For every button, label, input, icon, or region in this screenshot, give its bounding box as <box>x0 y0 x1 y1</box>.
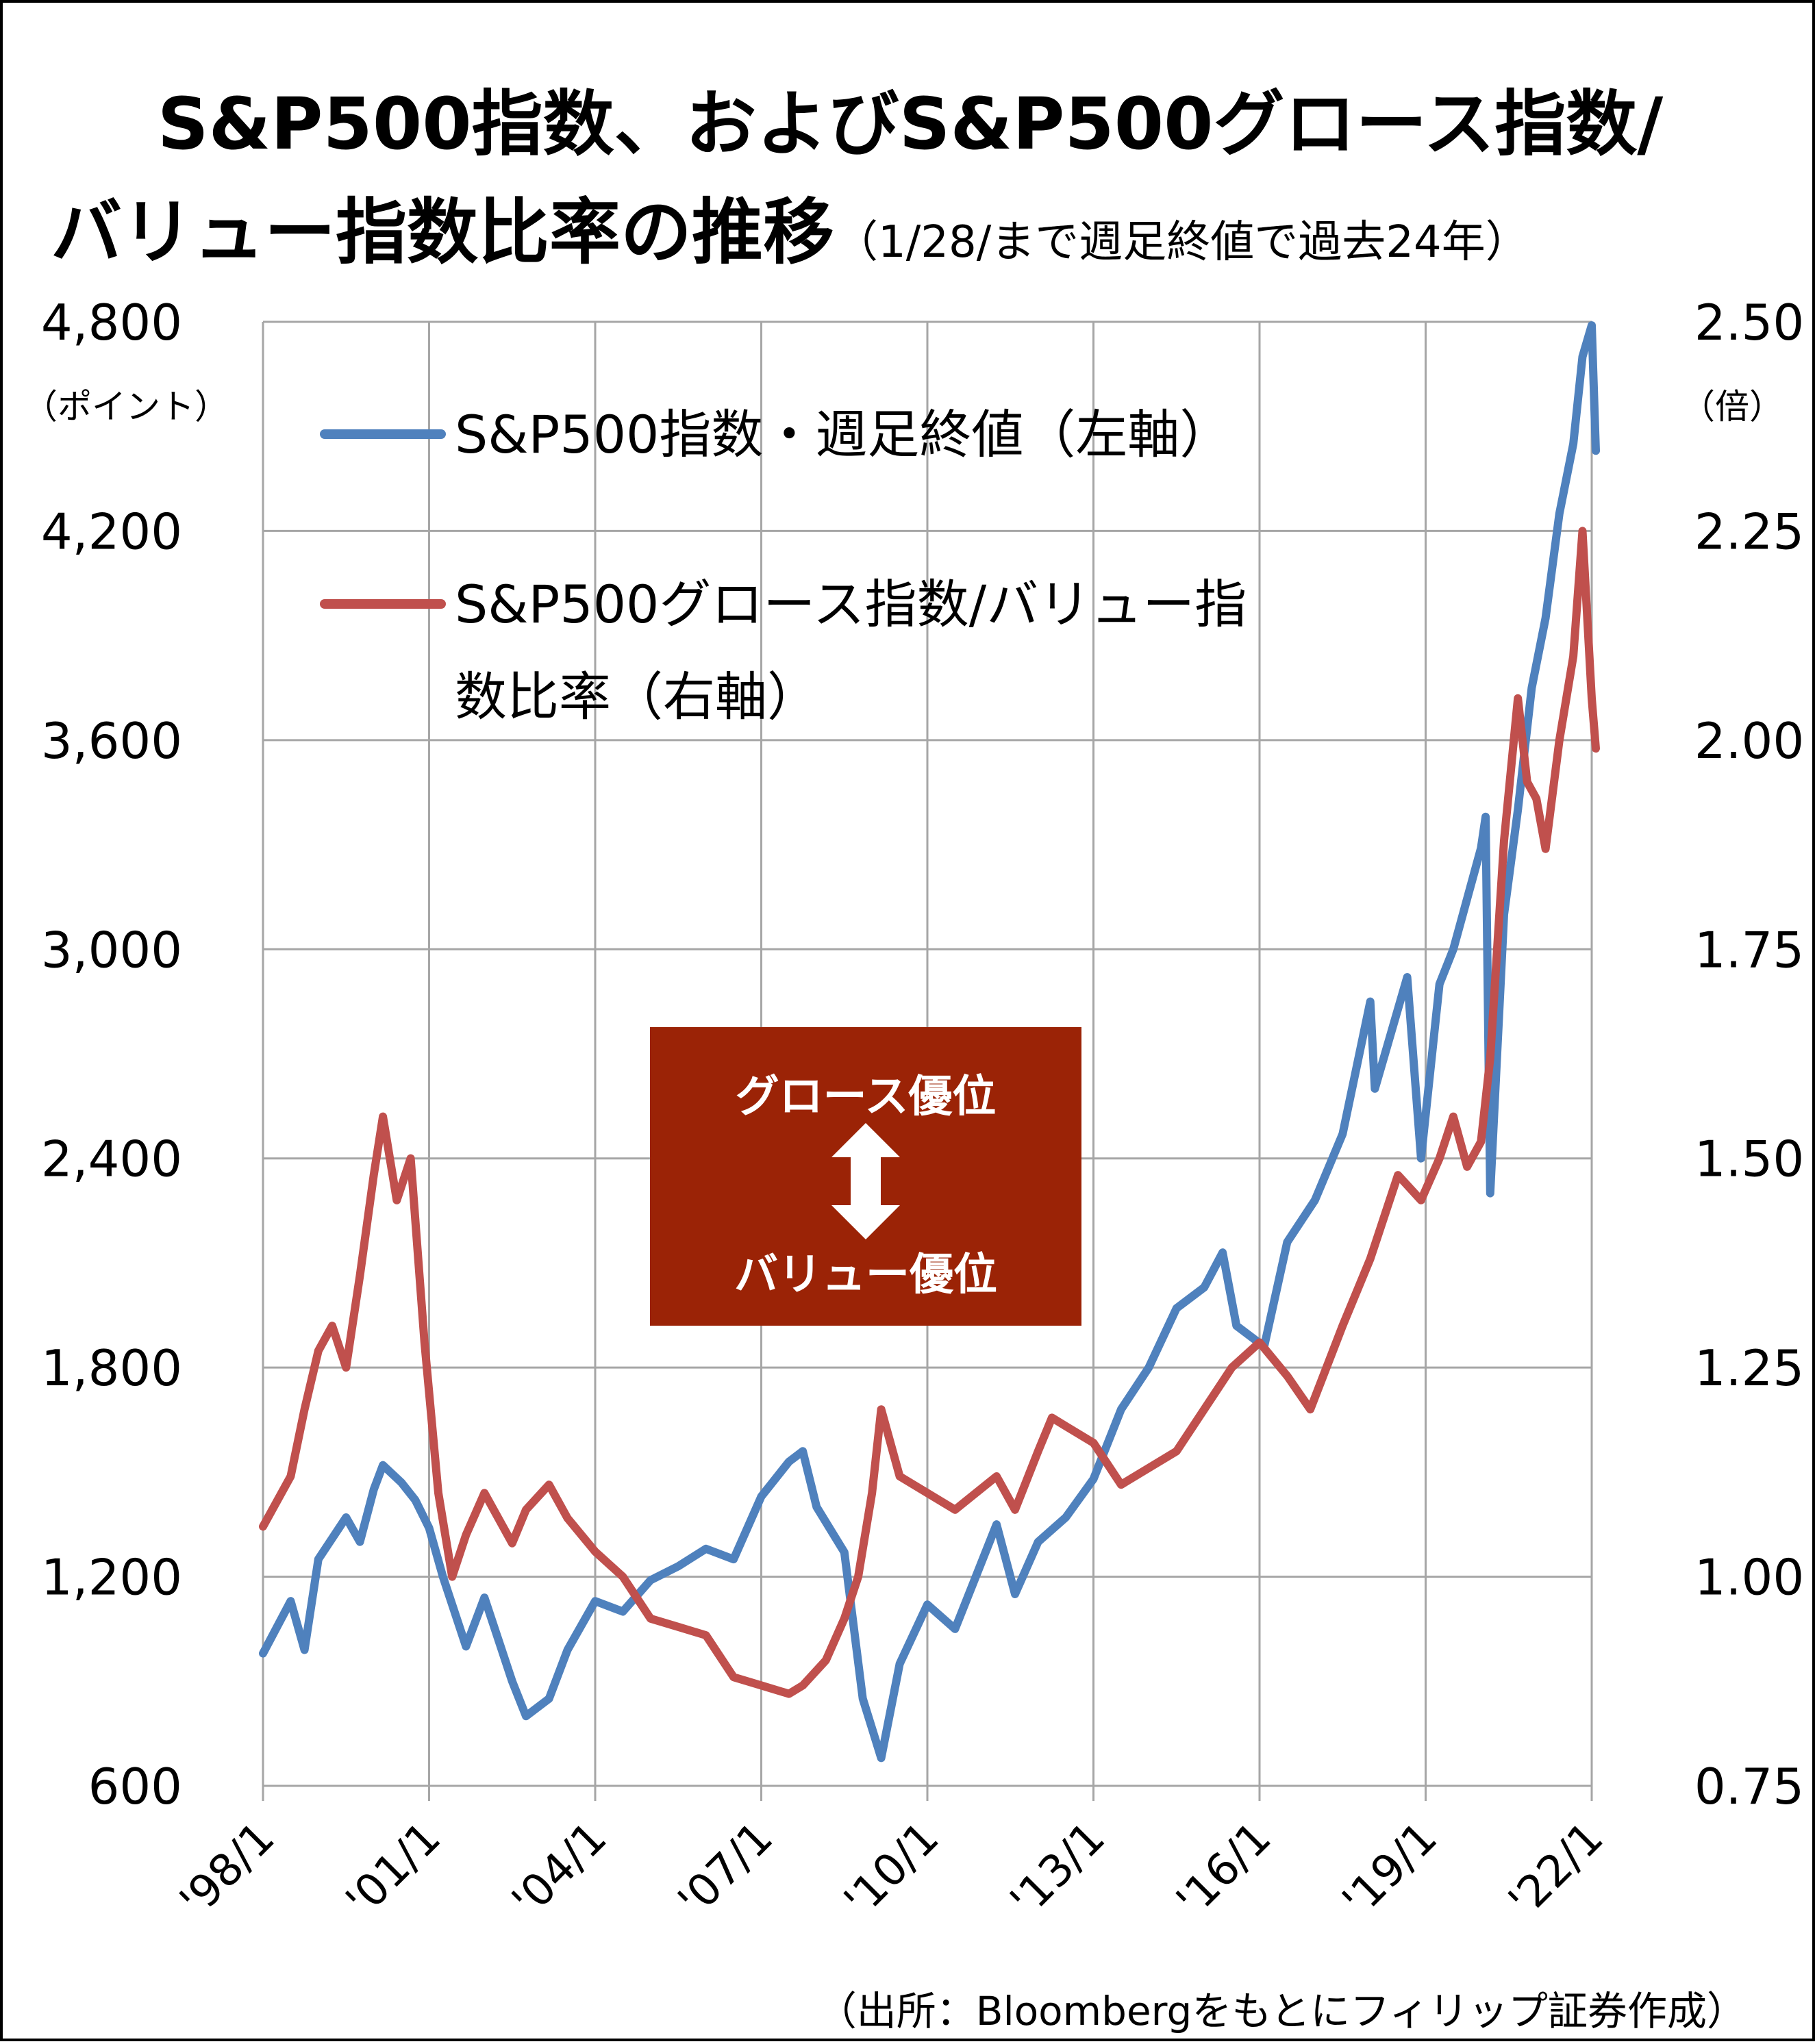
y-left-tick-label: 4,800 <box>41 294 182 351</box>
source-note: （出所：Bloombergをもとにフィリップ証券作成） <box>816 1988 1747 2034</box>
sp500-index-line <box>259 321 1600 1763</box>
x-tick-label: '07/1 <box>668 1813 782 1926</box>
legend-label-sp500: S&P500指数・週足終値（左軸） <box>455 404 1231 465</box>
chart-subtitle: （1/28/まで週足終値で過去24年） <box>834 217 1529 268</box>
x-tick-label: '98/1 <box>171 1813 284 1926</box>
x-tick-label: '22/1 <box>1499 1813 1613 1926</box>
chart-title-line1: S&P500指数、およびS&P500グロース指数/ <box>157 82 1664 166</box>
y-left-tick-label: 1,800 <box>41 1339 182 1397</box>
y-right-tick-label: 2.25 <box>1694 503 1804 560</box>
y-left-unit: （ポイント） <box>23 387 229 427</box>
x-tick-label: '10/1 <box>835 1813 949 1926</box>
y-right-tick-label: 1.25 <box>1694 1339 1804 1397</box>
x-tick-label: '13/1 <box>1001 1813 1114 1926</box>
legend-label-ratio-line2: 数比率（右軸） <box>455 666 819 727</box>
y-left-tick-label: 3,600 <box>41 712 182 770</box>
chart-title-line2: バリュー指数比率の推移（1/28/まで週足終値で過去24年） <box>51 174 1529 277</box>
line-chart: 600 1,200 1,800 2,400 3,000 3,600 4,200 4,800 0.… <box>23 294 1804 1926</box>
y-left-tick-label: 1,200 <box>41 1549 182 1606</box>
chart-title-main: バリュー指数比率の推移 <box>51 190 835 274</box>
y-right-tick-label: 0.75 <box>1694 1758 1804 1815</box>
y-right-tick-label: 2.00 <box>1694 712 1804 770</box>
legend-label-ratio-line1: S&P500グロース指数/バリュー指 <box>455 574 1247 635</box>
y-right-tick-label: 1.50 <box>1694 1131 1804 1188</box>
growth-value-ratio-line <box>259 527 1600 1698</box>
annotation-growth-label: グロース優位 <box>735 1072 997 1122</box>
y-left-tick-label: 3,000 <box>41 921 182 979</box>
annotation-value-label: バリュー優位 <box>734 1250 997 1300</box>
x-tick-label: '16/1 <box>1167 1813 1281 1926</box>
legend-label-ratio: S&P500グロース指数/バリュー指数比率（右軸） <box>455 574 1247 727</box>
y-left-tick-label: 4,200 <box>41 503 182 560</box>
y-right-tick-label: 1.75 <box>1694 921 1804 979</box>
legend: S&P500指数・週足終値（左軸） S&P500グロース指数/バリュー指数比率（右… <box>320 404 1247 727</box>
x-tick-label: '19/1 <box>1333 1813 1447 1926</box>
x-tick-label: '04/1 <box>503 1813 616 1926</box>
y-right-tick-label: 2.50 <box>1694 294 1804 351</box>
y-left-tick-label: 600 <box>88 1758 182 1815</box>
double-arrow-icon <box>831 1123 900 1239</box>
y-right-tick-label: 1.00 <box>1694 1549 1804 1606</box>
annotation-box: グロース優位 バリュー優位 <box>650 1027 1081 1326</box>
y-right-unit: （倍） <box>1681 387 1783 427</box>
series-lines <box>259 321 1600 1763</box>
y-left-tick-label: 2,400 <box>41 1131 182 1188</box>
x-tick-label: '01/1 <box>336 1813 450 1926</box>
